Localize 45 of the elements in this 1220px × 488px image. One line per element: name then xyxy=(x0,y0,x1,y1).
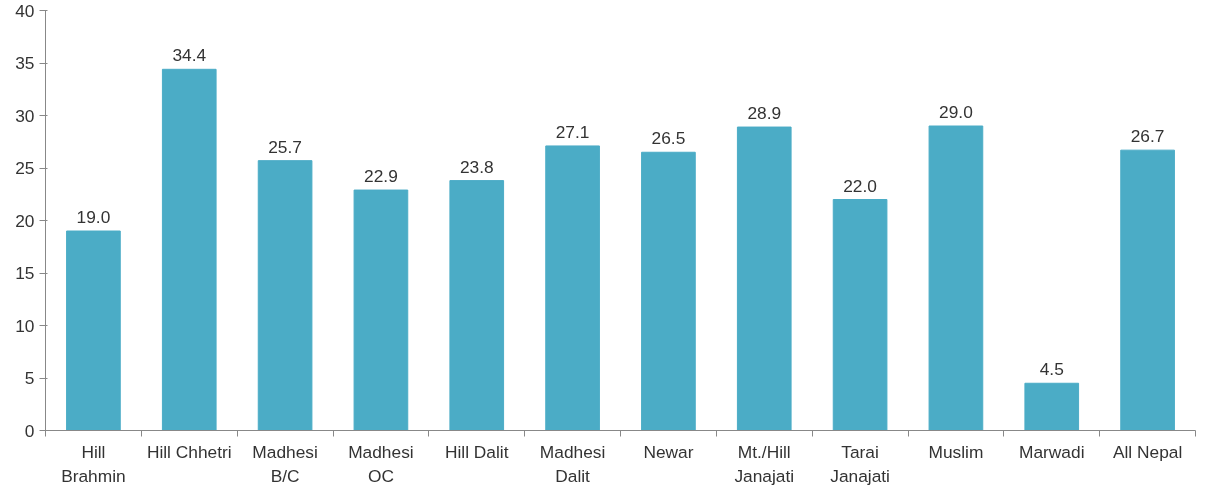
x-tick-label: Muslim xyxy=(928,441,984,462)
bar xyxy=(161,68,217,431)
y-tick-label: 15 xyxy=(15,263,35,283)
y-tick-label: 10 xyxy=(15,315,35,336)
y-tick-label: 25 xyxy=(15,158,35,178)
x-tick-label: Madhesi OC xyxy=(348,441,414,486)
data-label: 26.5 xyxy=(651,128,686,149)
bar xyxy=(66,230,121,431)
y-tick-label: 20 xyxy=(15,210,35,231)
data-label: 22.0 xyxy=(843,175,877,196)
y-tick-label: 5 xyxy=(24,368,35,388)
bar xyxy=(736,126,792,431)
data-label: 26.7 xyxy=(1130,126,1165,147)
x-tick-label: Marwadi xyxy=(1019,441,1085,462)
data-label: 23.8 xyxy=(459,156,494,177)
bar xyxy=(641,151,696,431)
data-label: 4.5 xyxy=(1039,359,1064,380)
x-tick-label: Hill Dalit xyxy=(444,441,509,462)
y-tick-label: 30 xyxy=(15,105,35,126)
x-tick-label: Madhesi B/C xyxy=(252,441,318,486)
bar xyxy=(545,145,600,431)
y-tick-label: 0 xyxy=(24,420,35,441)
data-label: 22.9 xyxy=(364,166,398,187)
bar xyxy=(1120,149,1175,431)
bar xyxy=(449,180,505,431)
bar xyxy=(1024,382,1080,431)
data-label: 34.4 xyxy=(172,45,207,66)
y-tick-label: 40 xyxy=(15,0,35,21)
bar xyxy=(928,125,984,431)
x-tick-label: Hill Brahmin xyxy=(61,441,126,486)
bar xyxy=(353,189,409,431)
y-tick-label: 35 xyxy=(15,53,35,73)
data-label: 28.9 xyxy=(747,103,782,124)
x-tick-label: Newar xyxy=(643,441,694,462)
data-label: 19.0 xyxy=(76,207,111,227)
x-tick-label: Tarai Janajati xyxy=(830,441,890,486)
data-label: 27.1 xyxy=(555,121,590,142)
x-tick-label: All Nepal xyxy=(1112,441,1183,462)
data-label: 29.0 xyxy=(939,102,973,122)
bar xyxy=(832,199,888,431)
x-tick-label: Madhesi Dalit xyxy=(539,441,606,486)
x-tick-label: Hill Chhetri xyxy=(146,441,232,462)
x-tick-label: Mt./Hill Janajati xyxy=(734,441,795,486)
bar xyxy=(257,160,313,431)
data-label: 25.7 xyxy=(268,136,302,157)
